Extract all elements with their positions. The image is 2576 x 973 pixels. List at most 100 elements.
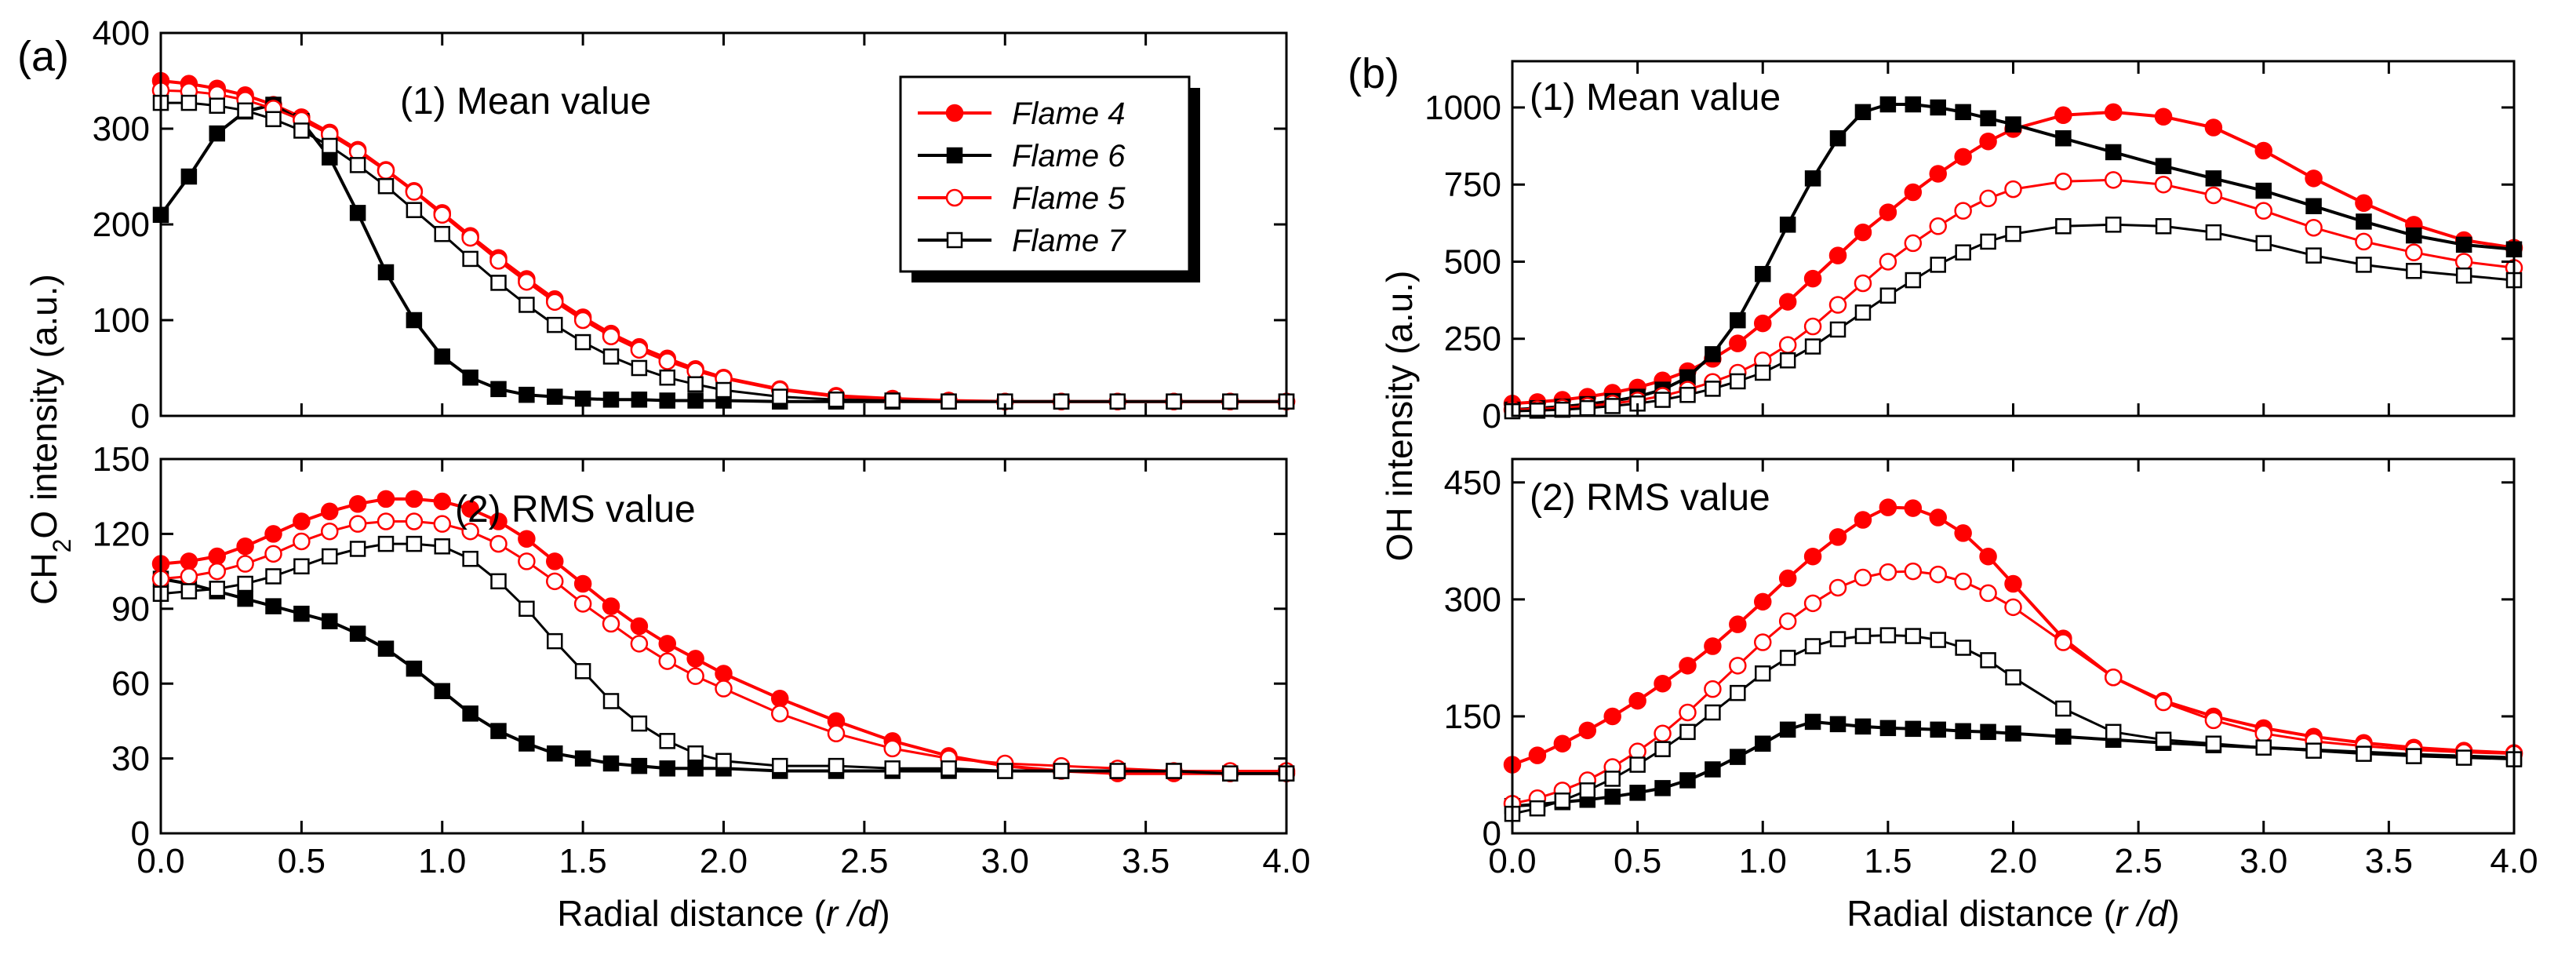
panel-label: (a) [17,33,69,80]
data-point [1980,723,1996,741]
x-tick-label: 2.0 [1989,842,2037,880]
data-point [2154,108,2173,126]
data-point [2254,724,2272,743]
data-point [490,275,507,291]
data-point [2005,725,2021,742]
data-point [1854,274,1872,293]
x-axis-label-part: Radial distance ( [1846,893,2116,934]
y-tick-label: 60 [111,665,150,703]
data-point [2305,218,2323,237]
data-point [772,757,788,774]
data-point [1803,547,1822,566]
data-point [2356,213,2372,230]
data-point [884,392,901,409]
data-point [1854,304,1872,321]
y-tick-label: 0 [131,814,150,853]
data-point [2105,217,2122,233]
data-point [997,763,1013,779]
data-point [2254,202,2272,220]
data-point [1603,707,1621,726]
data-point [1730,312,1746,329]
data-point [433,206,451,224]
data-point [518,386,535,403]
data-point [405,512,424,530]
x-tick-label: 1.0 [418,842,466,880]
data-point [377,177,395,195]
data-point [2005,116,2021,133]
data-point [547,316,563,333]
data-point [265,111,282,128]
data-point [771,705,789,723]
data-point [1166,393,1182,410]
data-point [715,665,733,683]
data-point [1729,657,1747,675]
data-point [2105,723,2122,741]
data-point [686,667,704,685]
data-point [322,548,338,565]
data-point [490,573,507,590]
x-tick-label: 1.5 [1864,842,1912,880]
data-point [2105,144,2122,161]
subplot-title: (2) RMS value [455,489,696,530]
data-point [1954,148,1972,166]
data-point [1778,569,1797,588]
data-point [1829,631,1846,647]
data-point [2255,739,2272,756]
data-point [405,183,424,201]
data-point [322,137,338,155]
data-point [1829,321,1846,338]
y-axis-label-part: CH [24,552,64,604]
data-point [1930,257,1946,273]
x-tick-label: 3.0 [2239,842,2287,880]
data-point [2054,106,2072,125]
data-point [1679,723,1696,741]
data-point [1053,393,1070,410]
data-point [1755,735,1771,752]
data-point [1654,724,1672,743]
data-point [1754,633,1772,651]
data-point [1828,296,1847,314]
data-point [1604,789,1621,805]
x-tick-label: 0.0 [1488,842,1536,880]
data-point [1879,253,1897,271]
data-point [1629,756,1646,773]
data-point [1553,734,1572,753]
data-point [237,102,253,119]
data-point [1528,746,1547,764]
data-point [2004,180,2022,199]
y-tick-label: 200 [93,206,150,244]
data-point [659,369,675,386]
y-tick-label: 0 [1483,814,1501,853]
data-point [631,392,648,408]
x-tick-label: 1.5 [559,842,607,880]
data-point [293,122,310,139]
data-point [377,535,395,552]
data-point [2055,218,2072,235]
data-point [2004,598,2022,617]
data-point [518,735,535,752]
data-point [2154,693,2173,712]
data-point [489,534,508,553]
data-point [827,724,846,743]
subplot-title: (1) Mean value [400,81,651,122]
y-tick-label: 250 [1444,320,1501,359]
data-point [1954,202,1972,220]
series-flame-7 [152,94,1295,410]
data-point [265,568,282,585]
data-point [180,567,198,585]
data-point [1854,104,1872,121]
data-point [573,574,592,593]
data-point [1804,638,1821,654]
data-point [237,590,253,607]
legend: Flame 4 Flame 6 Flame 5 Flame 7 [899,75,1200,282]
data-point [1879,563,1897,581]
legend-label: Flame 7 [1012,224,1126,258]
data-point [2155,218,2172,235]
data-point [349,157,366,173]
y-tick-label: 300 [1444,581,1501,619]
data-point [322,613,338,629]
plot-4: 0 150 300 450 0.0 0.5 1.0 1.5 2.0 2.5 3.0 3.5 4.0 (2)… [1444,457,2538,934]
data-point [518,297,535,313]
data-point [715,753,732,770]
